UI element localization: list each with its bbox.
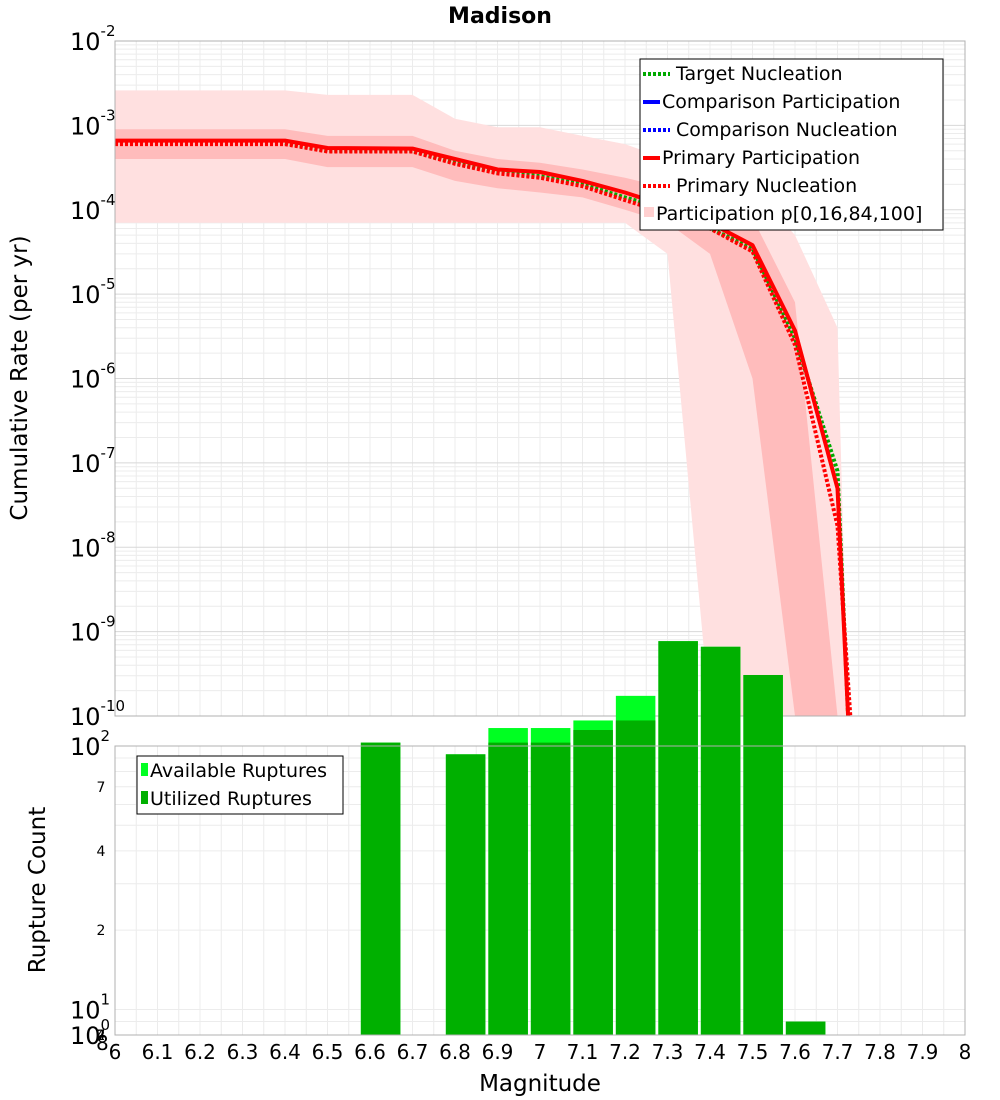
bottom-y-tick-label: 101 [70,990,110,1024]
top-y-tick-label: 10-5 [70,275,116,309]
x-tick-label: 6.9 [482,1040,514,1064]
top-y-tick-label: 10-6 [70,360,116,394]
bar-utilized [445,754,486,1035]
x-tick-label: 7.6 [779,1040,811,1064]
legend-label-primary-nucleation: Primary Nucleation [676,175,857,197]
bar-utilized [615,720,656,1035]
bar-utilized [573,730,613,1035]
x-tick-label: 7.2 [609,1040,641,1064]
x-tick-label: 6.8 [439,1040,471,1064]
legend-label-primary-participation: Primary Participation [662,147,860,169]
bottom-y-minor-tick-label: 7 [97,1028,106,1044]
x-tick-label: 6.1 [142,1040,174,1064]
top-plot-frame [114,40,966,717]
bottom-legend: Available Ruptures Utilized Ruptures [136,755,344,815]
bottom-y-tick-label: 102 [70,727,110,761]
x-tick-label: 7.8 [864,1040,896,1064]
bottom-y-minor-tick-label: 4 [97,844,106,860]
legend-label-utilized-ruptures: Utilized Ruptures [150,788,312,810]
top-legend-box [639,58,944,231]
legend-label-target-nucleation: Target Nucleation [675,63,843,85]
bottom-bars [360,641,826,1035]
x-tick-label: 7.9 [907,1040,939,1064]
bar-utilized [360,742,401,1035]
x-tick-label: 6.3 [227,1040,259,1064]
x-tick-label: 6.5 [312,1040,344,1064]
top-series-lines [115,138,853,717]
x-axis-label: Magnitude [479,1071,601,1097]
x-tick-label: 6.2 [184,1040,216,1064]
legend-label-participation-band: Participation p[0,16,84,100] [656,203,922,225]
top-y-axis-label: Cumulative Rate (per yr) [7,235,33,520]
x-tick-label: 6.7 [397,1040,429,1064]
legend-swatch-utilized-ruptures [141,791,148,804]
bottom-y-minor-tick-label: 4 [97,1028,106,1044]
top-y-tick-label: 10-2 [70,22,116,56]
bottom-y-minor-tick-label: 2 [97,1028,106,1044]
legend-swatch-participation-band [644,207,654,217]
bar-utilized [530,742,571,1035]
bar-utilized [743,674,783,1035]
x-tick-label: 7.3 [652,1040,684,1064]
series-line-primary-participation [115,138,851,717]
bar-utilized [700,646,741,1035]
legend-label-comparison-participation: Comparison Participation [662,91,900,113]
top-y-tick-label: 10-10 [70,697,125,731]
x-tick-label: 7.1 [567,1040,599,1064]
series-line-primary-nucleation [115,142,853,717]
x-tick-label: 7 [534,1040,547,1064]
legend-label-comparison-nucleation: Comparison Nucleation [676,119,898,141]
x-tick-labels: 6 6.1 6.2 6.3 6.4 6.5 6.6 6.7 6.8 6.9 7 7.1 7.2 7.3 7.… [109,1040,972,1064]
bottom-y-minor-tick-label: 7 [97,780,106,796]
x-tick-label: 7.7 [822,1040,854,1064]
x-tick-label: 6.4 [269,1040,301,1064]
bar-utilized [658,641,698,1035]
x-tick-label: 6.6 [354,1040,386,1064]
x-tick-label: 7.4 [694,1040,726,1064]
top-percentile-bands [115,90,849,716]
chart-title: Madison [448,4,552,29]
bar-utilized [785,1021,826,1035]
top-y-tick-labels: 10-10 10-9 10-8 10-7 10-6 10-5 10-4 10-3 10-2 [70,22,125,731]
bottom-y-tick-label: 100 8 [70,1016,110,1055]
top-y-tick-label: 10-4 [70,191,116,225]
x-tick-label: 8 [959,1040,972,1064]
top-y-tick-label: 10-7 [70,444,116,478]
band-p0-p100 [115,90,849,716]
bar-utilized [488,742,528,1035]
x-tick-label: 7.5 [737,1040,769,1064]
top-legend: Target Nucleation Comparison Participati… [639,58,944,231]
top-y-tick-label: 10-8 [70,528,116,562]
x-tick-label: 6 [109,1040,122,1064]
bottom-y-minor-tick-label: 2 [97,923,106,939]
top-y-tick-label: 10-3 [70,106,116,140]
bottom-legend-box [136,755,344,815]
bottom-plot-frame [114,745,966,1036]
bottom-y-axis-label: Rupture Count [25,807,51,973]
top-y-tick-label: 10-9 [70,613,116,647]
legend-swatch-available-ruptures [141,763,148,776]
legend-label-available-ruptures: Available Ruptures [150,760,327,782]
